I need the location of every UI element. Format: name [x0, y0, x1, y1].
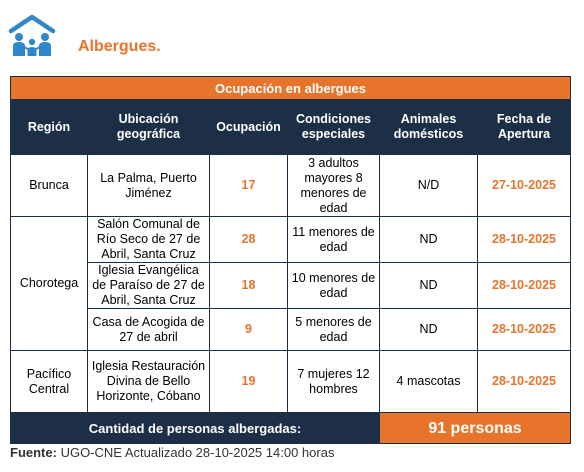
column-header-region: Región: [10, 99, 88, 155]
date-cell: 28-10-2025: [476, 262, 572, 309]
animals-cell: N/D: [379, 154, 478, 217]
location-cell: Iglesia Evangélica de Paraíso de 27 de A…: [87, 262, 210, 309]
region-cell: Chorotega: [10, 216, 88, 351]
table-banner: Ocupación en albergues: [9, 76, 572, 100]
column-header-animals: Animales domésticos: [379, 99, 478, 155]
column-header-location: Ubicación geográfica: [87, 99, 210, 155]
occupancy-cell: 19: [209, 350, 288, 413]
column-header-date: Fecha de Apertura: [476, 99, 572, 155]
column-header-conditions: Condiciones especiales: [287, 99, 380, 155]
location-cell: Casa de Acogida de 27 de abril: [87, 308, 210, 351]
region-cell: Pacífico Central: [10, 350, 88, 413]
conditions-cell: 10 menores de edad: [287, 262, 380, 309]
occupancy-cell: 28: [209, 216, 288, 263]
location-cell: La Palma, Puerto Jiménez: [87, 154, 210, 217]
region-cell: Brunca: [10, 154, 88, 217]
table-row: Pacífico Central Iglesia Restauración Di…: [10, 350, 572, 413]
location-cell: Salón Comunal de Río Seco de 27 de Abril…: [87, 216, 210, 263]
animals-cell: ND: [379, 262, 478, 309]
conditions-cell: 11 menores de edad: [287, 216, 380, 263]
conditions-cell: 3 adultos mayores 8 menores de edad: [287, 154, 380, 217]
column-header-occupancy: Ocupación: [209, 99, 288, 155]
source-text: UGO-CNE Actualizado 28-10-2025 14:00 hor…: [56, 445, 335, 460]
family-shelter-icon: [8, 14, 56, 56]
animals-cell: ND: [379, 308, 478, 351]
occupancy-cell: 18: [209, 262, 288, 309]
page-title: Albergues.: [78, 38, 161, 55]
source-label: Fuente:: [10, 445, 57, 460]
table-row: Chorotega Salón Comunal de Río Seco de 2…: [10, 216, 572, 351]
occupancy-cell: 17: [209, 154, 288, 217]
table-row: Iglesia Evangélica de Paraíso de 27 de A…: [11, 262, 572, 309]
conditions-cell: 7 mujeres 12 hombres: [287, 350, 380, 413]
table-row: Casa de Acogida de 27 de abril 9 5 menor…: [11, 308, 572, 351]
conditions-cell: 5 menores de edad: [287, 308, 380, 351]
total-row: Cantidad de personas albergadas: 91 pers…: [10, 412, 572, 444]
shelter-occupancy-table: Ocupación en albergues Región Ubicación …: [9, 76, 572, 444]
total-value: 91 personas: [378, 412, 572, 444]
occupancy-cell: 9: [209, 308, 288, 351]
date-cell: 28-10-2025: [476, 350, 572, 413]
animals-cell: ND: [379, 216, 478, 263]
table-row: Brunca La Palma, Puerto Jiménez 17 3 adu…: [10, 154, 572, 217]
location-cell: Iglesia Restauración Divina de Bello Hor…: [87, 350, 210, 413]
date-cell: 28-10-2025: [476, 308, 572, 351]
total-label: Cantidad de personas albergadas:: [10, 412, 380, 444]
date-cell: 28-10-2025: [476, 216, 572, 263]
animals-cell: 4 mascotas: [379, 350, 478, 413]
date-cell: 27-10-2025: [476, 154, 572, 217]
source-note: Fuente: UGO-CNE Actualizado 28-10-2025 1…: [10, 445, 334, 460]
